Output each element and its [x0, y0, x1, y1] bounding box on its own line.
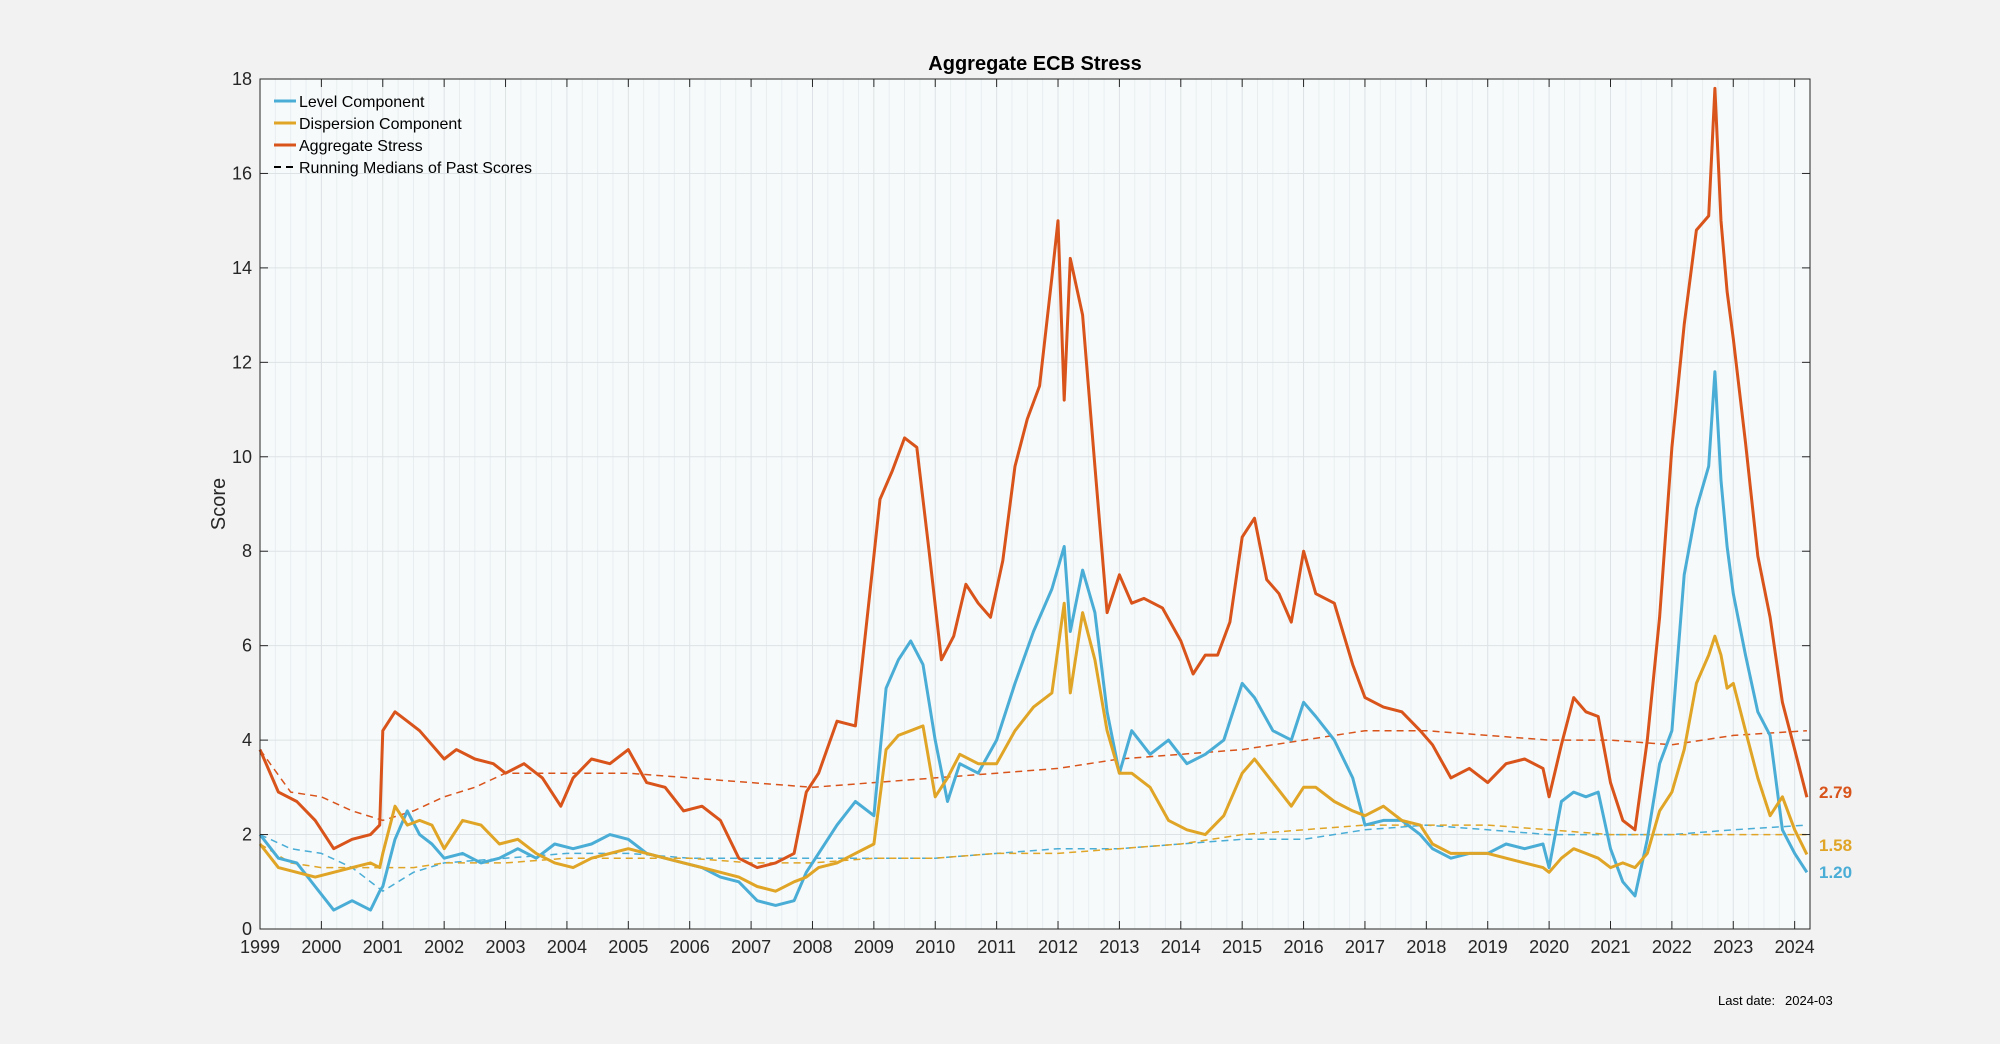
- plot-frame: [259, 78, 1811, 930]
- y-tick-label: 0: [242, 919, 252, 939]
- end-value-label: 2.79: [1819, 783, 1852, 802]
- x-tick-label: 2007: [731, 937, 771, 957]
- x-tick-label: 2000: [301, 937, 341, 957]
- x-tick-label: 2011: [977, 937, 1016, 957]
- x-tick-label: 2001: [363, 937, 403, 957]
- y-axis-label: Score: [208, 478, 230, 530]
- x-tick-label: 2004: [547, 937, 587, 957]
- end-value-label: 1.58: [1819, 836, 1852, 855]
- plot-area: [260, 79, 1810, 929]
- x-tick-label: 2016: [1284, 937, 1324, 957]
- x-tick-label: 2013: [1099, 937, 1139, 957]
- x-tick-label: 2022: [1652, 937, 1692, 957]
- x-tick-label: 2002: [424, 937, 464, 957]
- x-tick-label: 2012: [1038, 937, 1078, 957]
- y-tick-label: 10: [232, 447, 252, 467]
- x-tick-label: 2018: [1406, 937, 1446, 957]
- end-value-label: 1.20: [1819, 863, 1852, 882]
- y-tick-label: 4: [242, 730, 252, 750]
- series-line-aggregate-stress: [258, 86, 1809, 870]
- y-tick-label: 14: [232, 258, 252, 278]
- series-line-running-medians-of-past-scores: [259, 824, 1807, 892]
- x-axis: 1999 2000 2001 2002 2003 2004 2005 2006 2007 2008…: [240, 79, 1815, 957]
- x-tick-label: 2019: [1468, 937, 1508, 957]
- x-tick-label: 2006: [670, 937, 710, 957]
- grid: [259, 78, 1811, 930]
- legend-label: Dispersion Component: [299, 116, 462, 133]
- series-lines: [258, 86, 1809, 912]
- y-tick-label: 12: [232, 352, 252, 372]
- y-tick-label: 18: [232, 69, 252, 89]
- y-tick-label: 16: [232, 163, 252, 183]
- x-tick-label: 2023: [1713, 937, 1753, 957]
- legend-label: Level Component: [299, 94, 425, 111]
- x-tick-label: 2015: [1222, 937, 1262, 957]
- y-tick-label: 2: [242, 825, 252, 845]
- series-line-dispersion-component: [258, 601, 1809, 893]
- y-tick-label: 8: [242, 541, 252, 561]
- x-tick-label: 2020: [1529, 937, 1569, 957]
- x-tick-label: 2008: [792, 937, 832, 957]
- x-tick-label: 2024: [1775, 937, 1815, 957]
- x-tick-label: 2017: [1345, 937, 1385, 957]
- x-tick-label: 2003: [486, 937, 526, 957]
- chart-title: Aggregate ECB Stress: [928, 53, 1141, 75]
- x-tick-label: 2014: [1161, 937, 1201, 957]
- y-tick-label: 6: [242, 636, 252, 656]
- series-line-running-medians-of-past-scores: [259, 729, 1807, 822]
- x-tick-label: 2021: [1590, 937, 1630, 957]
- legend: Level Component Dispersion Component Aggre…: [274, 94, 532, 177]
- x-tick-label: 1999: [240, 937, 280, 957]
- series-line-running-medians-of-past-scores: [259, 824, 1807, 869]
- x-tick-label: 2005: [608, 937, 648, 957]
- end-value-labels: 2.79 1.58 1.20: [1819, 783, 1852, 882]
- legend-label: Aggregate Stress: [299, 138, 423, 155]
- footnote-last-date-value: 2024-03: [1785, 993, 1833, 1008]
- footnote-last-date-label: Last date:: [1718, 993, 1775, 1008]
- series-line-level-component: [258, 370, 1809, 912]
- x-tick-label: 2010: [915, 937, 955, 957]
- legend-label: Running Medians of Past Scores: [299, 160, 532, 177]
- x-tick-label: 2009: [854, 937, 894, 957]
- y-axis: 0 2 4 6 8 10 12 14 16 18: [232, 69, 1810, 939]
